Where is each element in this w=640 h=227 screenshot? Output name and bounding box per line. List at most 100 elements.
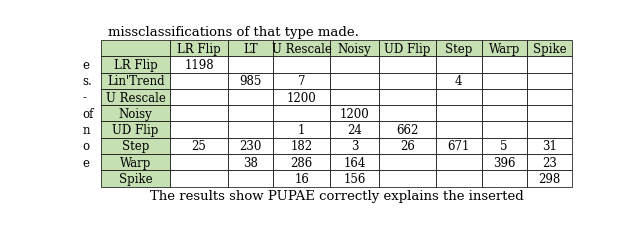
Bar: [170, 122, 228, 138]
Text: 3: 3: [351, 140, 358, 153]
Bar: [481, 73, 527, 90]
Text: Step: Step: [445, 43, 472, 56]
Bar: [379, 106, 436, 122]
Text: 16: 16: [294, 172, 309, 185]
Bar: [330, 57, 379, 73]
Bar: [379, 154, 436, 170]
Text: 4: 4: [455, 75, 463, 88]
Bar: [228, 122, 273, 138]
Bar: [101, 122, 170, 138]
Text: LR Flip: LR Flip: [177, 43, 221, 56]
Bar: [527, 154, 572, 170]
Text: 985: 985: [239, 75, 262, 88]
Text: Noisy: Noisy: [119, 107, 152, 120]
Text: Lin'Trend: Lin'Trend: [107, 75, 164, 88]
Text: 7: 7: [298, 75, 305, 88]
Text: missclassifications of that type made.: missclassifications of that type made.: [108, 26, 359, 39]
Text: 5: 5: [500, 140, 508, 153]
Text: 24: 24: [348, 123, 362, 136]
Bar: [481, 122, 527, 138]
Bar: [101, 138, 170, 154]
Bar: [436, 73, 481, 90]
Text: of: of: [83, 107, 94, 120]
Bar: [527, 73, 572, 90]
Bar: [101, 41, 170, 57]
Bar: [273, 170, 330, 187]
Text: 164: 164: [344, 156, 366, 169]
Text: 671: 671: [447, 140, 470, 153]
Text: UD Flip: UD Flip: [113, 123, 159, 136]
Text: The results show PUPAE correctly explains the inserted: The results show PUPAE correctly explain…: [150, 189, 524, 202]
Text: Noisy: Noisy: [338, 43, 372, 56]
Bar: [228, 170, 273, 187]
Bar: [228, 57, 273, 73]
Text: 156: 156: [344, 172, 366, 185]
Text: UD Flip: UD Flip: [384, 43, 431, 56]
Bar: [330, 73, 379, 90]
Bar: [101, 73, 170, 90]
Bar: [273, 57, 330, 73]
Bar: [273, 90, 330, 106]
Bar: [170, 138, 228, 154]
Text: Step: Step: [122, 140, 149, 153]
Bar: [273, 41, 330, 57]
Bar: [273, 106, 330, 122]
Bar: [379, 73, 436, 90]
Text: s.: s.: [83, 75, 92, 88]
Bar: [436, 122, 481, 138]
Text: 396: 396: [493, 156, 515, 169]
Bar: [481, 106, 527, 122]
Bar: [228, 73, 273, 90]
Text: U Rescale: U Rescale: [106, 91, 166, 104]
Bar: [379, 90, 436, 106]
Text: LR Flip: LR Flip: [114, 59, 157, 72]
Bar: [273, 154, 330, 170]
Bar: [527, 122, 572, 138]
Bar: [527, 90, 572, 106]
Bar: [101, 154, 170, 170]
Bar: [379, 138, 436, 154]
Text: n: n: [83, 123, 90, 136]
Text: 38: 38: [243, 156, 258, 169]
Bar: [436, 106, 481, 122]
Bar: [330, 90, 379, 106]
Text: 23: 23: [542, 156, 557, 169]
Bar: [436, 90, 481, 106]
Text: Warp: Warp: [488, 43, 520, 56]
Bar: [330, 170, 379, 187]
Bar: [436, 57, 481, 73]
Bar: [170, 41, 228, 57]
Bar: [228, 106, 273, 122]
Bar: [379, 57, 436, 73]
Text: e: e: [83, 59, 90, 72]
Bar: [101, 170, 170, 187]
Bar: [228, 41, 273, 57]
Text: LT: LT: [243, 43, 258, 56]
Bar: [527, 41, 572, 57]
Text: 25: 25: [191, 140, 207, 153]
Bar: [436, 138, 481, 154]
Bar: [273, 138, 330, 154]
Bar: [170, 170, 228, 187]
Text: 662: 662: [396, 123, 419, 136]
Bar: [436, 41, 481, 57]
Text: 31: 31: [542, 140, 557, 153]
Bar: [527, 106, 572, 122]
Text: U Rescale: U Rescale: [272, 43, 332, 56]
Bar: [170, 106, 228, 122]
Bar: [330, 122, 379, 138]
Bar: [101, 90, 170, 106]
Text: 26: 26: [400, 140, 415, 153]
Bar: [527, 57, 572, 73]
Text: o: o: [83, 140, 90, 153]
Bar: [101, 57, 170, 73]
Bar: [228, 90, 273, 106]
Bar: [330, 41, 379, 57]
Bar: [170, 154, 228, 170]
Bar: [228, 138, 273, 154]
Text: Spike: Spike: [532, 43, 566, 56]
Bar: [330, 138, 379, 154]
Text: 182: 182: [291, 140, 313, 153]
Bar: [481, 138, 527, 154]
Text: e: e: [83, 156, 90, 169]
